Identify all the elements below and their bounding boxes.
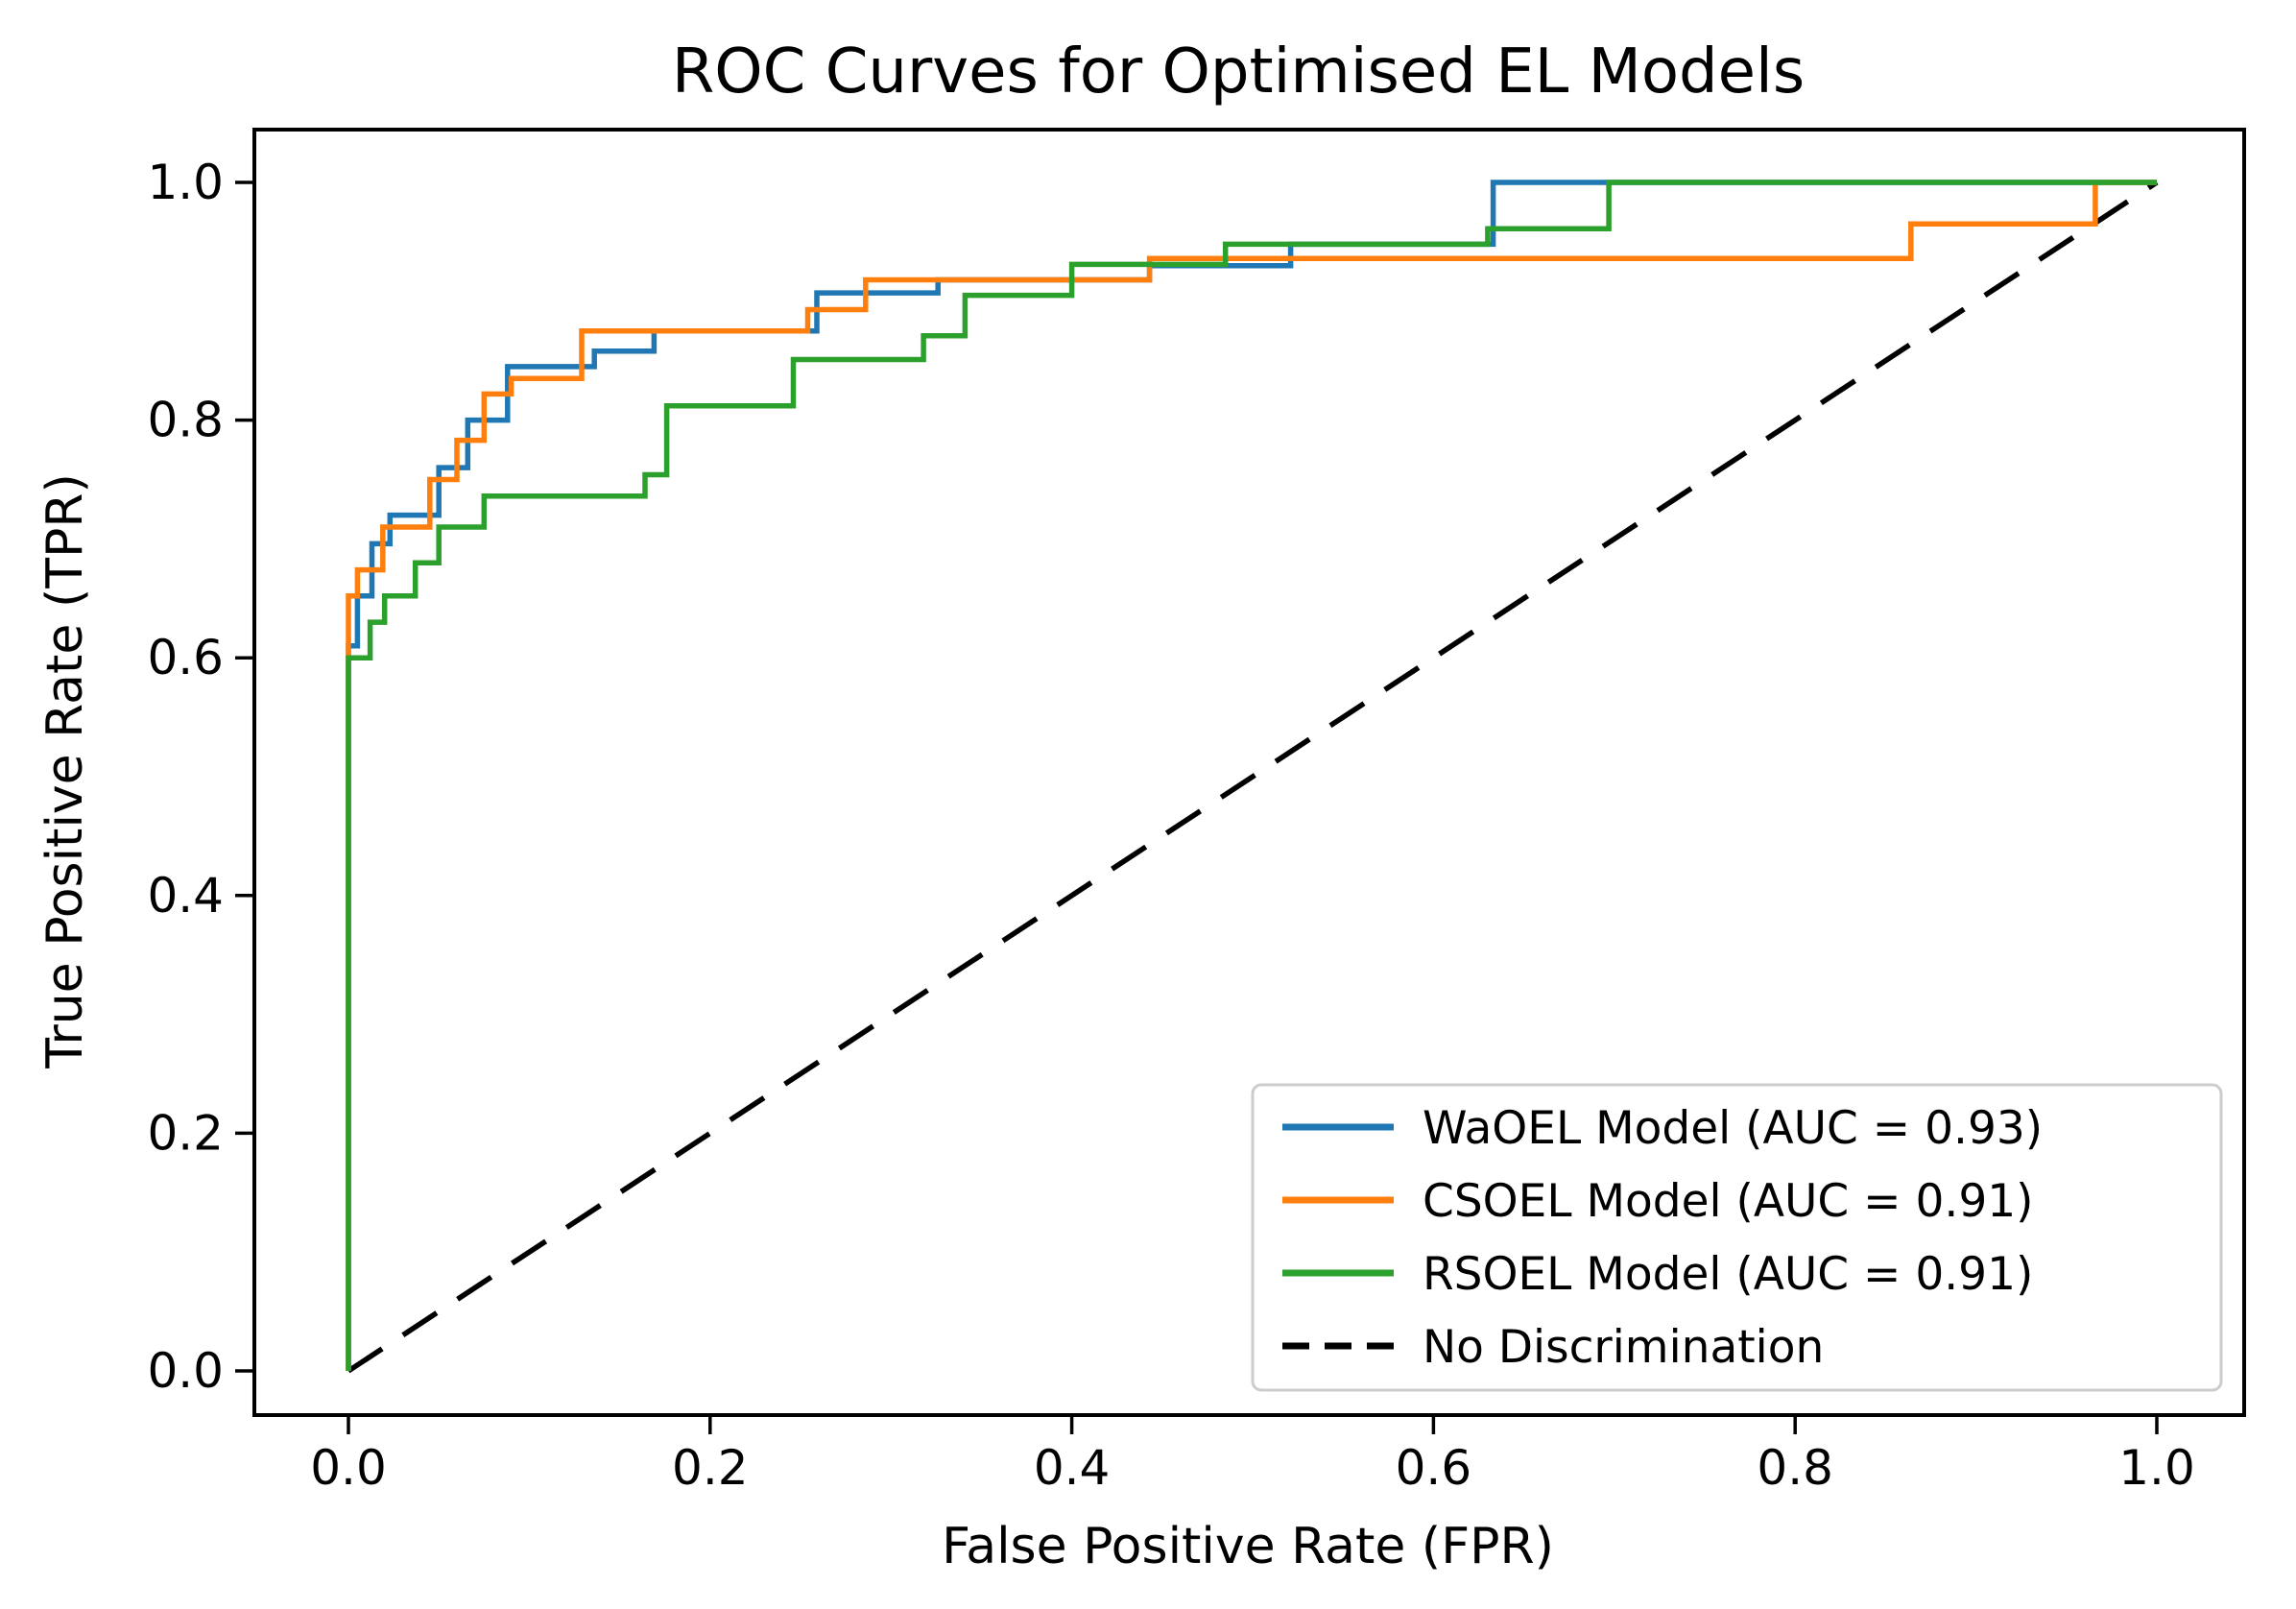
y-tick-label: 0.0 xyxy=(147,1343,224,1399)
axes-border xyxy=(252,128,2246,1417)
legend-box xyxy=(1251,1083,2223,1392)
y-tick-label: 1.0 xyxy=(147,155,224,210)
legend-entry-label: No Discrimination xyxy=(1423,1321,1824,1374)
x-axis-label: False Positive Rate (FPR) xyxy=(942,1518,1554,1575)
legend-entry-label: CSOEL Model (AUC = 0.91) xyxy=(1423,1175,2033,1228)
axis-ticks: 0.0 0.2 0.4 0.6 0.8 1.0 0.0 0.2 0.4 0.6 0.8 1.0 xyxy=(147,155,2194,1496)
x-tick-label: 0.0 xyxy=(310,1440,387,1496)
legend-entries: WaOEL Model (AUC = 0.93) CSOEL Model (AUC… xyxy=(1282,1102,2043,1374)
y-tick-label: 0.4 xyxy=(147,868,224,924)
no-discrimination-line xyxy=(347,180,2159,1374)
legend-entry-label: WaOEL Model (AUC = 0.93) xyxy=(1423,1102,2043,1155)
x-tick-label: 0.6 xyxy=(1396,1440,1472,1496)
legend: WaOEL Model (AUC = 0.93) CSOEL Model (AUC… xyxy=(1251,1083,2223,1392)
x-tick-label: 0.8 xyxy=(1757,1440,1833,1496)
y-tick-label: 0.6 xyxy=(147,630,224,685)
roc-curve-rsoel xyxy=(346,180,2157,1371)
legend-entry-label: RSOEL Model (AUC = 0.91) xyxy=(1423,1248,2033,1301)
y-tick-label: 0.2 xyxy=(147,1105,224,1161)
roc-curve-csoel xyxy=(346,180,2157,1371)
y-axis-label: True Positive Rate (TPR) xyxy=(36,473,94,1069)
chart-title: ROC Curves for Optimised EL Models xyxy=(672,36,1805,108)
y-tick-label: 0.8 xyxy=(147,393,224,448)
roc-curves xyxy=(346,180,2159,1374)
x-tick-label: 1.0 xyxy=(2118,1440,2195,1496)
x-tick-label: 0.2 xyxy=(672,1440,749,1496)
x-tick-label: 0.4 xyxy=(1034,1440,1111,1496)
